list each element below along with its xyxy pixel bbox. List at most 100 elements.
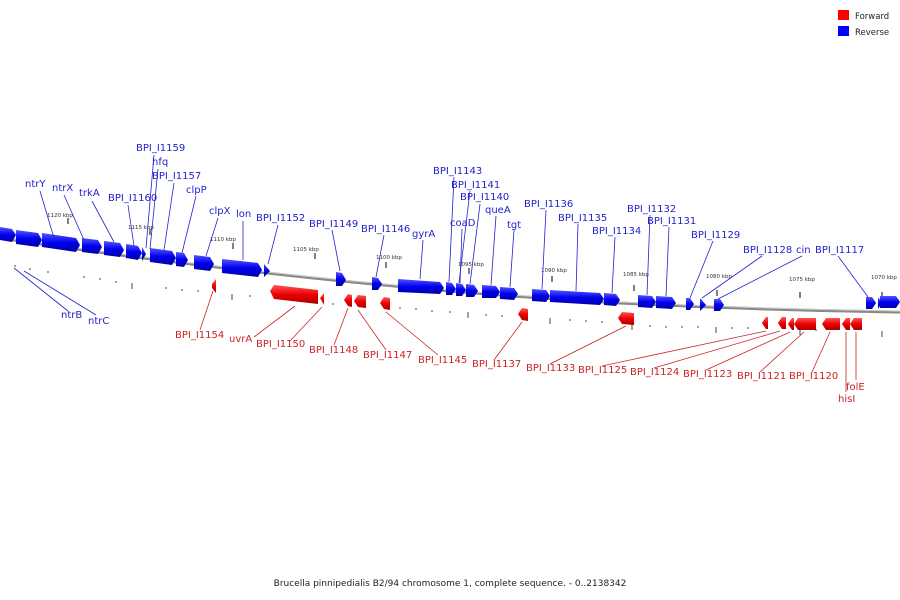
leader-line (701, 255, 763, 299)
gene-reverse[interactable] (264, 264, 270, 277)
gene-reverse[interactable] (456, 283, 466, 296)
gene-label: BPI_I1135 (558, 213, 607, 224)
leader-line (331, 229, 341, 272)
gene-label: BPI_I1137 (472, 359, 521, 370)
gene-label: lon (236, 209, 251, 220)
gene-reverse[interactable] (714, 299, 724, 311)
gene-reverse[interactable] (656, 296, 676, 309)
gene-forward[interactable] (270, 285, 318, 304)
gene-forward[interactable] (778, 317, 786, 329)
gene-label: BPI_I1125 (578, 365, 627, 376)
gene-forward[interactable] (822, 318, 840, 330)
leader-line (459, 228, 463, 284)
gene-label: BPI_I1147 (363, 350, 412, 361)
gene-label: hfq (152, 157, 168, 168)
gene-label: tgt (507, 220, 521, 231)
gene-forward[interactable] (788, 318, 794, 330)
gene-forward[interactable] (762, 317, 768, 329)
legend-forward-swatch (838, 10, 849, 20)
legend-reverse-swatch (838, 26, 849, 36)
scale-label: 1070 kbp (871, 275, 897, 281)
gene-forward[interactable] (518, 308, 528, 321)
gene-label: ntrB (61, 310, 82, 321)
gene-label: BPI_I1150 (256, 339, 305, 350)
leader-line (705, 331, 791, 371)
gene-label: BPI_I1129 (691, 230, 740, 241)
gene-forward[interactable] (842, 318, 850, 330)
leader-line (385, 311, 439, 356)
leader-line (837, 255, 869, 298)
leader-line (646, 214, 651, 296)
leader-line (493, 321, 523, 361)
gene-reverse[interactable] (176, 252, 188, 267)
gene-reverse[interactable] (604, 293, 620, 306)
leader-line (205, 217, 219, 257)
scale-label: 1075 kbp (789, 277, 815, 283)
legend-forward-label: Forward (855, 12, 889, 22)
leader-line (759, 331, 805, 373)
gene-label: BPI_I1136 (524, 199, 573, 210)
gene-reverse[interactable] (372, 277, 382, 290)
gene-reverse[interactable] (880, 296, 900, 308)
gene-forward[interactable] (380, 297, 390, 310)
leader-line (575, 223, 579, 292)
gene-label: BPI_I1148 (309, 345, 358, 356)
gene-reverse[interactable] (82, 238, 102, 254)
gene-forward[interactable] (618, 312, 634, 325)
gene-reverse[interactable] (16, 230, 42, 247)
gene-forward[interactable] (320, 293, 324, 305)
gene-reverse[interactable] (700, 298, 706, 311)
leader-line (163, 182, 175, 251)
forward-genes (212, 279, 862, 330)
gene-reverse[interactable] (42, 233, 80, 252)
gene-reverse[interactable] (866, 297, 876, 309)
gene-reverse[interactable] (336, 272, 346, 286)
gene-label: BPI_I1149 (309, 219, 358, 230)
gene-label: BPI_I1152 (256, 213, 305, 224)
gene-forward[interactable] (344, 294, 352, 307)
scale-label: 1080 kbp (706, 274, 732, 280)
leader-line (611, 236, 616, 294)
figure-caption: Brucella pinnipedialis B2/94 chromosome … (273, 579, 627, 589)
gene-reverse[interactable] (446, 282, 456, 295)
leader-line (509, 229, 515, 288)
gene-reverse[interactable] (142, 247, 146, 261)
gene-reverse[interactable] (222, 259, 262, 277)
bottom-gene-labels: BPI_I1154 uvrA BPI_I1150 BPI_I1148 BPI_I… (175, 330, 865, 405)
legend-reverse-label: Reverse (855, 28, 889, 38)
scale-label: 1105 kbp (293, 247, 319, 253)
gene-reverse[interactable] (104, 241, 124, 257)
gene-label: BPI_I1134 (592, 226, 641, 237)
scale-label: 1090 kbp (541, 268, 567, 274)
leader-line (63, 194, 85, 241)
gene-reverse[interactable] (466, 284, 478, 297)
gene-label: queA (485, 205, 511, 216)
gene-forward[interactable] (850, 318, 862, 330)
gene-reverse[interactable] (638, 295, 656, 308)
leader-line (811, 331, 831, 373)
gene-reverse[interactable] (398, 279, 444, 294)
reverse-genes (0, 227, 900, 311)
leader-line (490, 215, 497, 286)
gene-label: BPI_I1133 (526, 363, 575, 374)
gene-label: BPI_I1140 (460, 192, 509, 203)
gene-reverse[interactable] (500, 287, 518, 300)
leader-line (13, 267, 69, 312)
gene-forward[interactable] (212, 279, 216, 293)
gene-reverse[interactable] (194, 255, 214, 271)
gene-reverse[interactable] (0, 227, 16, 242)
leader-line (689, 240, 714, 299)
gene-label: BPI_I1160 (108, 193, 157, 204)
gene-forward[interactable] (354, 295, 366, 308)
leader-line (199, 290, 214, 331)
gene-reverse[interactable] (126, 244, 142, 260)
gene-reverse[interactable] (532, 289, 550, 302)
gene-reverse[interactable] (550, 290, 604, 305)
gene-label: hisI (838, 394, 855, 405)
gene-reverse[interactable] (482, 285, 500, 298)
gene-forward[interactable] (794, 318, 816, 330)
gene-reverse[interactable] (686, 298, 694, 310)
leader-line (469, 203, 481, 285)
gene-reverse[interactable] (150, 248, 176, 265)
